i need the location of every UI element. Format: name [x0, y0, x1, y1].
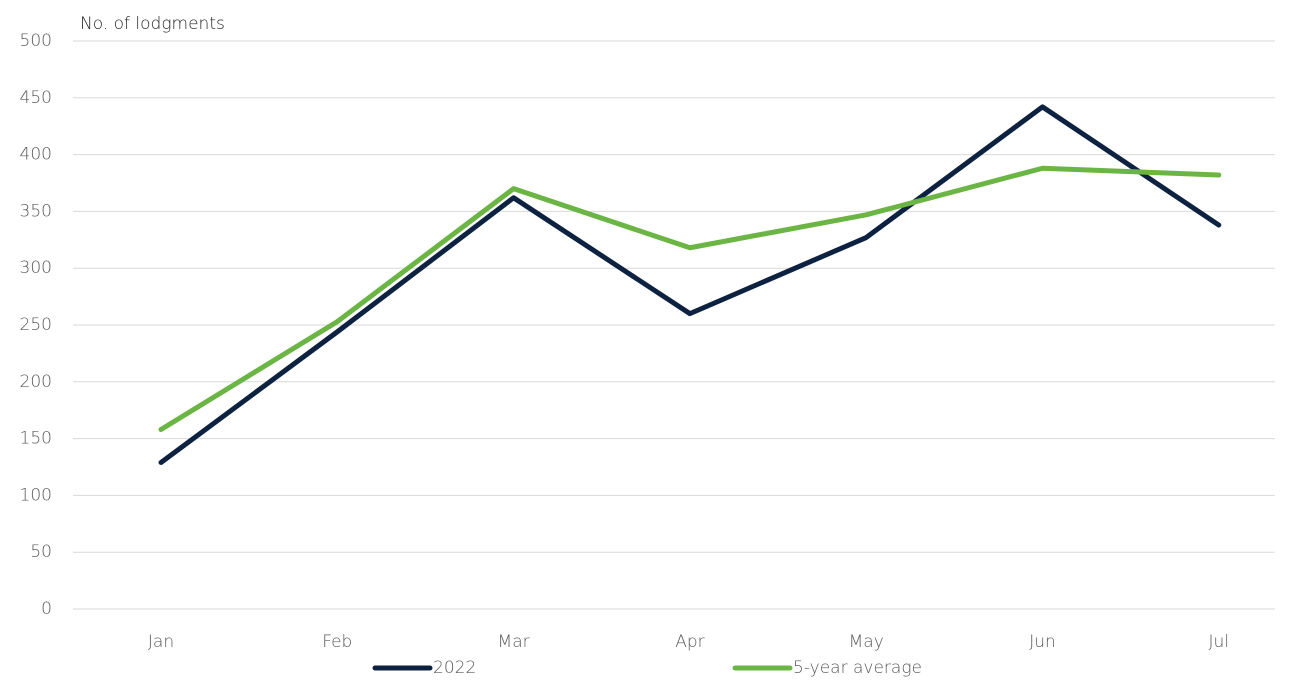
x-tick-label: May [849, 632, 884, 652]
y-axis-label: No. of lodgments [80, 14, 225, 34]
y-tick-label: 400 [20, 145, 52, 165]
y-tick-label: 250 [20, 315, 52, 335]
x-tick-label: Mar [498, 632, 530, 652]
series-line [158, 165, 1222, 433]
y-tick-label: 50 [30, 542, 52, 562]
x-tick-label: Jun [1029, 632, 1056, 652]
y-tick-label: 300 [20, 258, 52, 278]
y-tick-label: 500 [20, 31, 52, 51]
y-tick-label: 0 [41, 599, 52, 619]
legend-label: 5-year average [793, 658, 922, 678]
x-tick-label: Apr [675, 632, 704, 652]
legend-label: 2022 [433, 658, 476, 678]
x-tick-label: Jan [148, 632, 174, 652]
y-tick-label: 200 [20, 372, 52, 392]
y-tick-label: 450 [20, 88, 52, 108]
x-tick-label: Feb [322, 632, 352, 652]
x-tick-label: Jul [1209, 632, 1230, 652]
y-tick-label: 100 [20, 485, 52, 505]
y-tick-label: 150 [20, 429, 52, 449]
y-tick-label: 350 [20, 201, 52, 221]
series-line [158, 104, 1222, 465]
